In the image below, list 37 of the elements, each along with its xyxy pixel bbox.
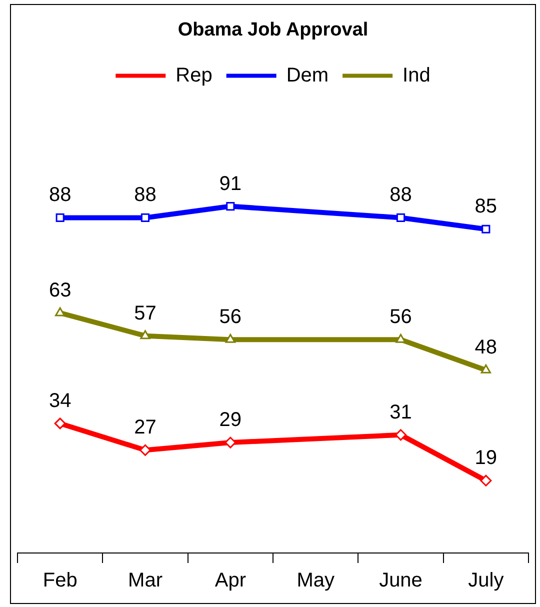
legend-label: Ind: [402, 64, 430, 86]
data-label: 88: [48, 184, 72, 206]
data-label: 29: [219, 409, 242, 432]
point: [482, 224, 490, 234]
point: [480, 474, 492, 486]
data-label: 27: [134, 416, 156, 439]
data-label: 91: [219, 172, 242, 195]
x-tick-label: July: [468, 570, 504, 592]
data-label: 56: [390, 306, 412, 328]
data-label: 63: [48, 279, 72, 302]
data-label: 48: [474, 336, 498, 359]
x-tick-label: Mar: [128, 570, 163, 592]
data-label: 56: [219, 306, 242, 328]
point: [396, 213, 406, 222]
legend-label: Rep: [176, 64, 212, 86]
data-label: 88: [390, 184, 412, 206]
point: [480, 364, 491, 374]
data-label: 19: [474, 447, 498, 470]
point: [395, 429, 406, 441]
x-tick-label: Feb: [42, 570, 78, 592]
x-tick-label: June: [379, 570, 422, 592]
legend-label: Dem: [286, 64, 329, 86]
point: [226, 202, 235, 211]
data-label: 88: [134, 184, 156, 206]
point: [225, 334, 236, 343]
chart-title: Obama Job Approval: [178, 20, 368, 41]
point: [56, 213, 64, 222]
data-label: 31: [390, 401, 412, 424]
point: [54, 418, 66, 430]
point: [140, 330, 150, 340]
data-label: 85: [474, 196, 498, 218]
data-label: 34: [48, 390, 72, 412]
data-label: 57: [134, 302, 156, 324]
point: [140, 213, 150, 222]
x-tick-label: May: [296, 570, 334, 592]
point: [140, 444, 151, 456]
x-tick-label: Apr: [214, 570, 246, 592]
